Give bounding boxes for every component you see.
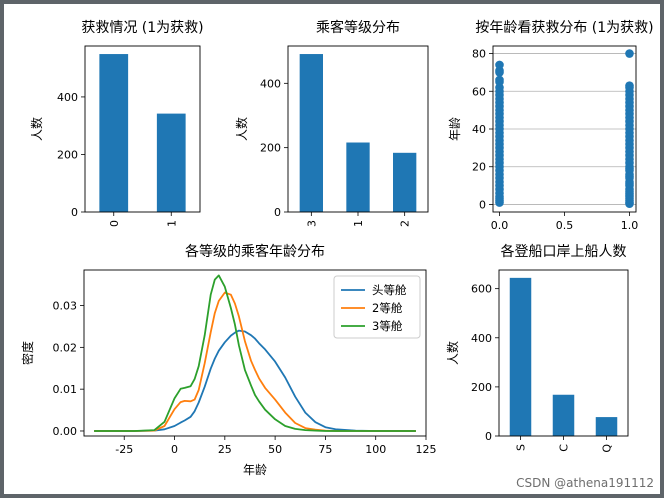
y-tick-label: 0: [274, 206, 281, 219]
y-tick-label: 0: [479, 198, 486, 211]
chart-1: 获救情况 (1为获救) 人数 0 200 400 0 1: [29, 20, 204, 227]
y-tick-label: 60: [472, 85, 486, 98]
bar-2: [393, 152, 417, 212]
chart-title: 各登船口岸上船人数: [501, 244, 627, 260]
chart-title: 获救情况 (1为获救): [81, 20, 203, 36]
x-tick-label: C: [558, 444, 571, 452]
y-tick-label: 600: [471, 283, 492, 296]
y-axis-title: 人数: [234, 117, 249, 141]
scatter-point: [625, 81, 634, 90]
y-axis-title: 年龄: [448, 117, 462, 141]
x-axis-title: 年龄: [243, 463, 267, 477]
y-tick-label: 0: [485, 430, 492, 443]
y-tick-label: 400: [260, 77, 281, 90]
scatter-point: [495, 75, 504, 85]
x-tick-label: 2: [399, 220, 412, 227]
y-axis-title: 人数: [29, 117, 44, 141]
scatter-point: [625, 171, 634, 181]
scatter-point: [625, 179, 634, 189]
y-tick-label: 0.01: [53, 383, 78, 396]
bar-Q: [595, 417, 618, 436]
chart-title: 按年龄看获救分布 (1为获救): [475, 20, 653, 36]
bar-0: [99, 54, 129, 213]
series-line-3: [94, 274, 416, 432]
y-tick-label: 0.02: [53, 341, 78, 354]
y-tick-label: 0: [71, 206, 78, 219]
x-tick-label: 1: [165, 220, 178, 227]
chart-3: 按年龄看获救分布 (1为获救) 年龄 0 20 40 60 80 0.0 0.5 1.0: [448, 20, 654, 232]
legend-box: [333, 275, 421, 339]
bar-S: [509, 277, 532, 436]
axes-frame: [287, 45, 429, 213]
figure-canvas: 获救情况 (1为获救) 人数 0 200 400 0 1 乘客等级分布 人数 0 200 400 3 1 2…: [4, 4, 660, 494]
x-tick-label: 0.5: [556, 219, 574, 232]
y-tick-label: 200: [57, 148, 78, 161]
scatter-point: [625, 186, 634, 196]
scatter-point: [495, 60, 504, 70]
scatter-points: [495, 49, 634, 208]
x-tick-label: S: [515, 444, 528, 451]
x-tick-label: 75: [318, 443, 332, 456]
bar-C: [552, 394, 575, 436]
y-tick-label: 400: [471, 332, 492, 345]
y-tick-label: 20: [472, 161, 486, 174]
x-tick-label: Q: [601, 444, 614, 453]
y-tick-label: 200: [260, 142, 281, 155]
chart-title: 乘客等级分布: [316, 19, 400, 36]
chart-title: 各等级的乘客年龄分布: [185, 243, 325, 260]
y-tick-label: 80: [472, 48, 486, 61]
x-tick-label: 0: [108, 220, 121, 227]
watermark: CSDN @athena191112: [516, 476, 654, 490]
x-tick-label: 125: [416, 443, 437, 456]
y-tick-label: 0.00: [53, 425, 78, 438]
legend-label: 头等舱: [372, 283, 407, 297]
y-tick-label: 400: [57, 91, 78, 104]
x-tick-label: -25: [115, 443, 133, 456]
series-line-2: [94, 291, 416, 432]
x-tick-label: 25: [218, 443, 232, 456]
y-axis-title: 人数: [445, 341, 460, 365]
legend-label: 2等舱: [372, 301, 403, 315]
scatter-point: [625, 49, 634, 58]
y-tick-label: 40: [472, 123, 486, 136]
axes-frame: [84, 45, 201, 213]
x-tick-label: 50: [268, 443, 282, 456]
x-tick-label: 0: [171, 443, 178, 456]
legend-label: 3等舱: [372, 319, 403, 333]
axes-frame: [83, 269, 427, 437]
bar-1: [346, 142, 370, 212]
axes-frame: [492, 45, 637, 213]
y-axis-title: 密度: [20, 341, 35, 365]
x-tick-label: 100: [365, 443, 386, 456]
series-line-1: [94, 329, 416, 432]
legend: 头等舱 2等舱 3等舱: [333, 275, 421, 339]
bar-1: [156, 113, 186, 212]
axes-frame: [498, 269, 629, 437]
x-tick-label: 0.0: [491, 219, 509, 232]
bar-3: [299, 54, 323, 213]
y-tick-label: 200: [471, 381, 492, 394]
x-tick-label: 1.0: [621, 219, 639, 232]
y-tick-label: 0.03: [53, 300, 78, 313]
x-tick-label: 1: [352, 220, 365, 227]
x-tick-label: 3: [305, 220, 318, 227]
scatter-point: [625, 164, 634, 173]
